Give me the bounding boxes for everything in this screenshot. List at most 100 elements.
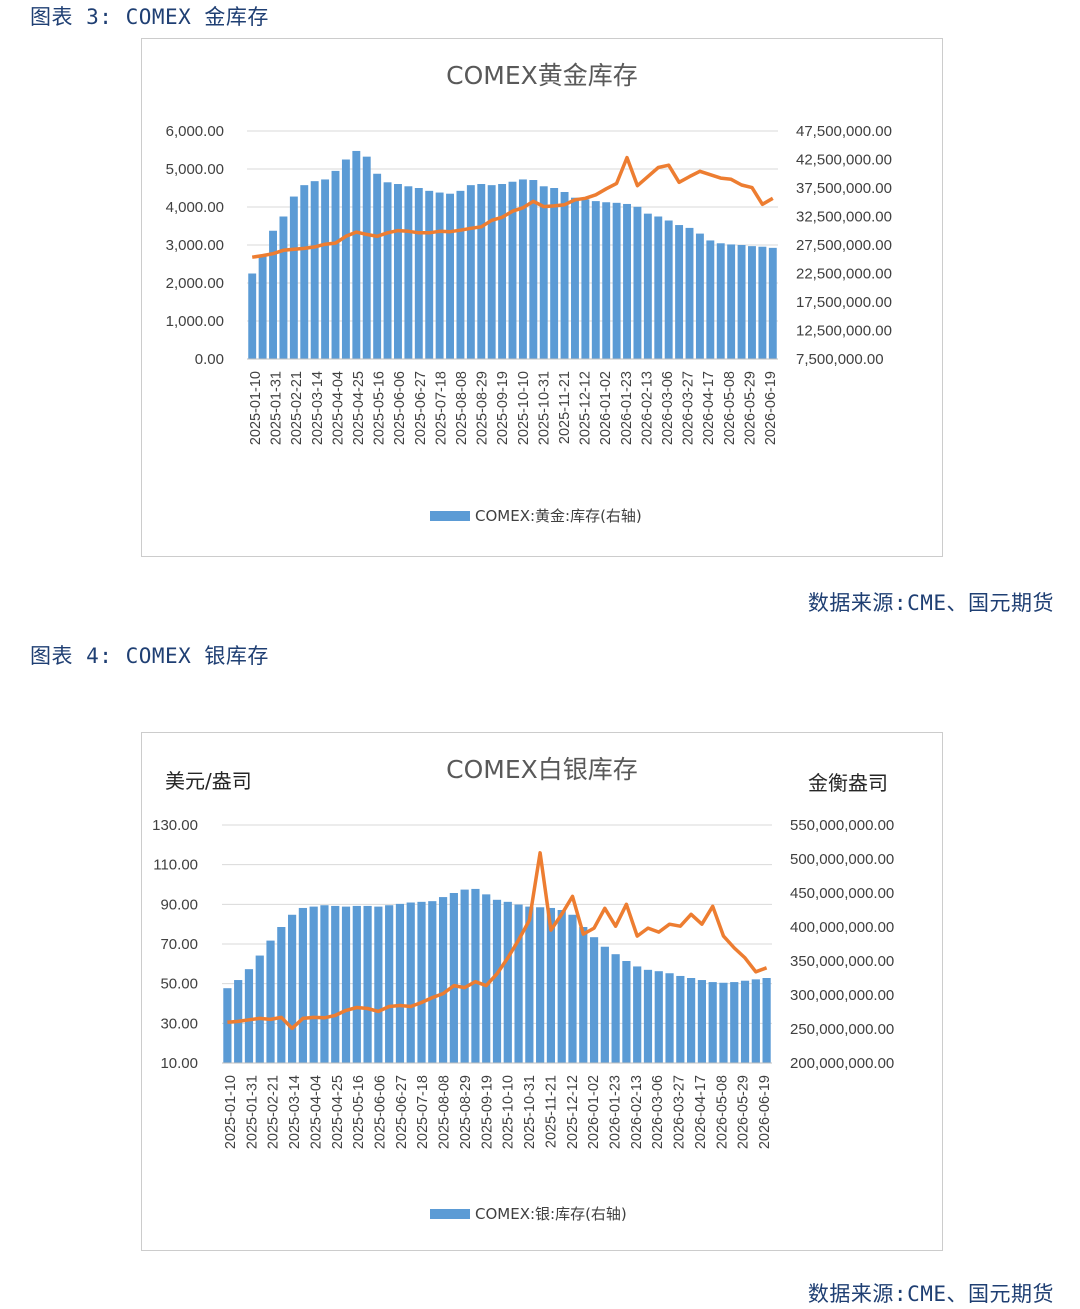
inventory-bar	[612, 202, 621, 359]
x-tick-label: 2025-06-06	[392, 371, 408, 445]
inventory-bar	[665, 973, 674, 1063]
inventory-bar	[508, 181, 517, 359]
x-tick-label: 2025-12-12	[565, 1075, 581, 1149]
right-axis-unit: 金衡盎司	[808, 771, 888, 795]
silver-inventory-svg: COMEX白银库存 美元/盎司 金衡盎司 130.00 110.00 90.00 70.00…	[152, 755, 894, 1223]
right-tick-label: 400,000,000.00	[790, 919, 894, 936]
inventory-bar	[266, 940, 275, 1063]
right-tick-label: 32,500,000.00	[796, 209, 892, 226]
x-tick-label: 2026-03-27	[681, 371, 697, 445]
x-tick-label: 2026-01-23	[619, 371, 635, 445]
inventory-bar	[697, 980, 706, 1063]
inventory-bar	[643, 969, 653, 1063]
inventory-bar	[633, 206, 642, 359]
x-tick-label: 2025-06-27	[413, 371, 429, 445]
inventory-bar	[762, 978, 771, 1063]
inventory-bar	[748, 246, 756, 359]
inventory-bar	[727, 244, 736, 359]
inventory-bar	[279, 216, 288, 359]
inventory-bar	[374, 906, 383, 1063]
left-tick-label: 4,000.00	[166, 199, 224, 216]
source-note-fig4: 数据来源:CME、国元期货	[807, 1282, 1054, 1306]
inventory-bar	[664, 220, 673, 359]
inventory-bar	[460, 889, 469, 1063]
inventory-bar	[557, 910, 566, 1063]
x-tick-label: 2025-03-14	[287, 1075, 303, 1149]
inventory-bar	[675, 225, 684, 359]
left-tick-label: 0.00	[195, 351, 224, 368]
x-tick-label: 2026-01-02	[586, 1075, 602, 1149]
inventory-bar	[611, 954, 620, 1063]
right-tick-label: 27,500,000.00	[796, 237, 892, 254]
left-tick-label: 110.00	[153, 857, 198, 874]
inventory-bar	[449, 893, 458, 1063]
left-tick-label: 90.00	[160, 896, 198, 913]
inventory-bar	[277, 927, 286, 1063]
inventory-bar	[417, 901, 426, 1063]
inventory-bar	[383, 182, 392, 359]
inventory-bar	[768, 247, 777, 359]
inventory-bar	[404, 186, 413, 359]
inventory-bar	[633, 966, 642, 1063]
inventory-bar	[331, 170, 340, 359]
inventory-bar	[581, 199, 590, 359]
inventory-bar	[385, 905, 394, 1063]
inventory-bar	[602, 202, 611, 359]
x-tick-label: 2026-06-19	[757, 1075, 773, 1149]
inventory-bar	[571, 197, 579, 359]
inventory-bar	[482, 894, 491, 1063]
inventory-bar	[373, 173, 382, 359]
left-tick-label: 3,000.00	[166, 237, 224, 254]
x-tick-label: 2025-08-08	[437, 1075, 453, 1149]
left-tick-label: 6,000.00	[166, 123, 224, 140]
inventory-bar	[255, 955, 264, 1063]
inventory-bar	[331, 905, 340, 1063]
left-tick-label: 1,000.00	[166, 313, 224, 330]
x-tick-label: 2026-02-13	[629, 1075, 645, 1149]
right-tick-label: 300,000,000.00	[790, 987, 894, 1004]
x-tick-label: 2025-09-19	[479, 1075, 495, 1149]
inventory-bar	[428, 901, 437, 1063]
x-tick-label: 2026-06-19	[763, 371, 779, 445]
x-tick-label: 2025-04-04	[308, 1075, 324, 1149]
legend-label: COMEX:黄金:库存(右轴)	[475, 507, 642, 525]
x-tick-label: 2026-05-29	[736, 1075, 752, 1149]
right-tick-label: 42,500,000.00	[796, 152, 892, 169]
inventory-bar	[685, 227, 694, 359]
inventory-bar	[751, 979, 760, 1063]
right-tick-label: 500,000,000.00	[790, 851, 894, 868]
x-tick-label: 2026-03-27	[672, 1075, 688, 1149]
gold-inventory-chart: COMEX黄金库存 6,000.00 5,000.00 4,000.00 3,000.0…	[141, 38, 943, 557]
x-tick-label: 2025-08-08	[454, 371, 470, 445]
x-tick-label: 2026-05-29	[742, 371, 758, 445]
inventory-bar	[362, 156, 371, 359]
inventory-bar	[414, 188, 423, 359]
inventory-bar	[498, 184, 507, 359]
gold-inventory-svg: COMEX黄金库存 6,000.00 5,000.00 4,000.00 3,000.0…	[166, 61, 892, 525]
inventory-bar	[300, 185, 309, 359]
inventory-bar	[492, 899, 502, 1063]
inventory-bar	[579, 927, 588, 1063]
price-line	[227, 851, 768, 1031]
inventory-bar	[456, 190, 465, 359]
inventory-bar	[591, 201, 600, 359]
left-tick-label: 5,000.00	[166, 161, 224, 178]
silver-inventory-chart: COMEX白银库存 美元/盎司 金衡盎司 130.00 110.00 90.00 70.00…	[141, 732, 943, 1251]
right-tick-label: 200,000,000.00	[790, 1055, 894, 1072]
x-tick-label: 2025-04-04	[330, 371, 346, 445]
chart-title: COMEX白银库存	[446, 755, 638, 784]
inventory-bar	[309, 906, 318, 1063]
inventory-bar	[298, 907, 307, 1063]
x-tick-label: 2026-05-08	[722, 371, 738, 445]
x-tick-label: 2025-11-21	[557, 371, 573, 444]
x-tick-label: 2025-01-31	[244, 1075, 260, 1149]
inventory-bar	[643, 213, 652, 359]
inventory-bar	[708, 982, 717, 1063]
x-tick-label: 2025-06-06	[373, 1075, 389, 1149]
inventory-bar	[600, 946, 609, 1063]
left-tick-label: 50.00	[160, 976, 198, 993]
inventory-bar	[352, 905, 361, 1063]
inventory-bar	[719, 982, 728, 1063]
x-tick-label: 2025-09-19	[495, 371, 511, 445]
x-tick-label: 2026-01-23	[607, 1075, 623, 1149]
